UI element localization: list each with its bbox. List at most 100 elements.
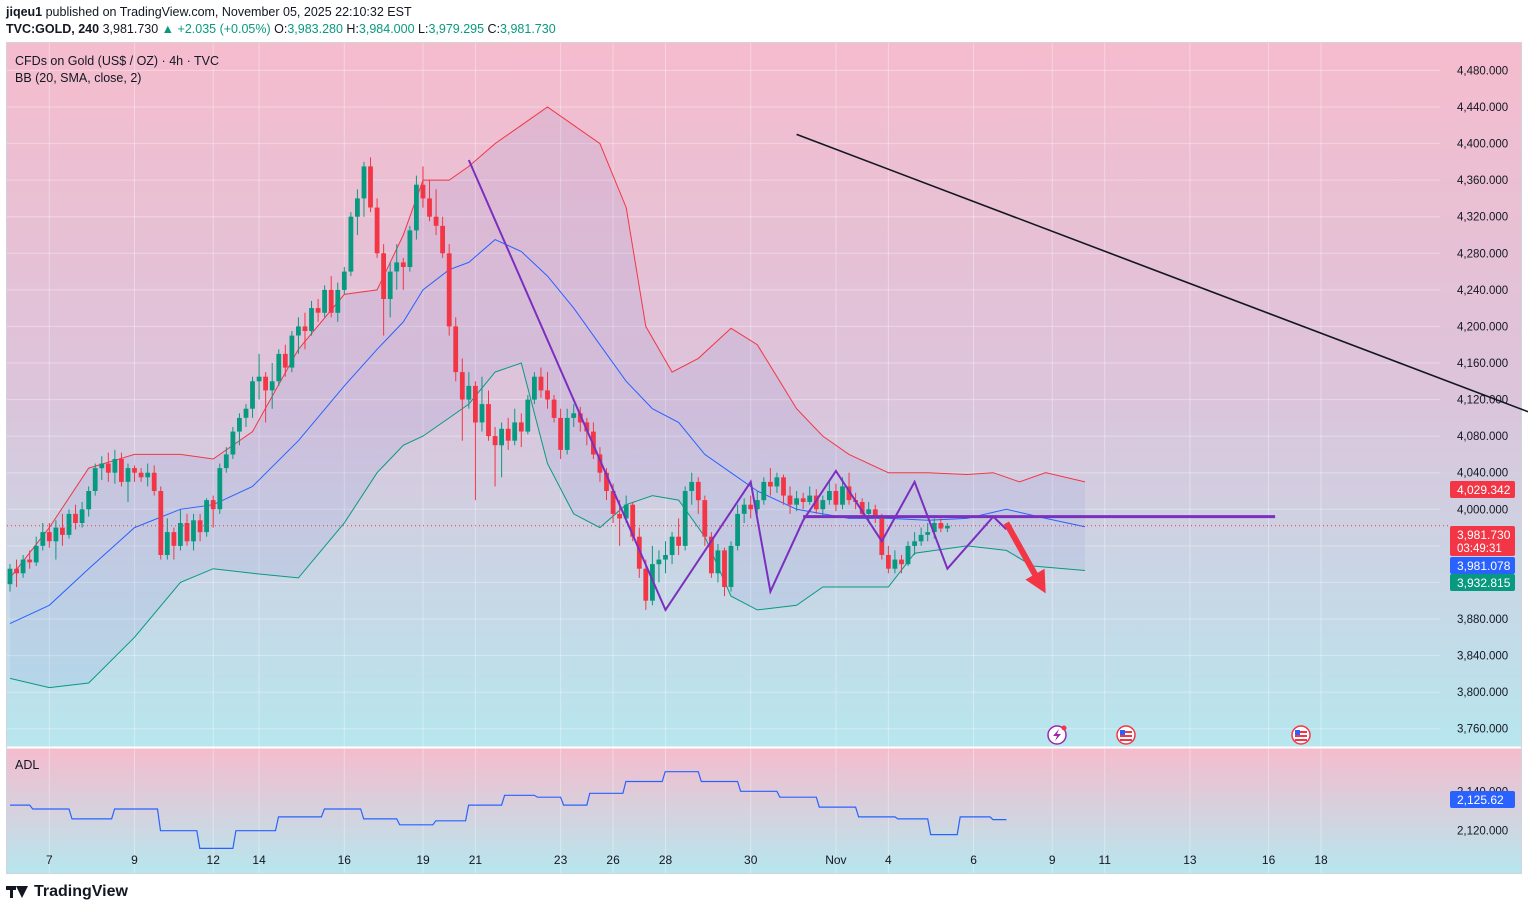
candle-body (459, 372, 465, 400)
candles (7, 157, 950, 610)
legend-indicator[interactable]: BB (20, SMA, close, 2) (15, 71, 141, 85)
time-tick-label: 16 (1262, 853, 1276, 867)
candle-body (886, 555, 891, 569)
publisher-name[interactable]: jiqeu1 (6, 5, 43, 19)
candle-body (33, 545, 39, 563)
time-tick-label: 11 (1098, 853, 1111, 867)
candle-body (512, 422, 518, 441)
candle-body (761, 481, 767, 501)
candle-body (230, 431, 236, 455)
time-tick-label: 13 (1183, 853, 1197, 867)
chart-frame[interactable] (6, 42, 1522, 874)
candle-body (99, 463, 105, 469)
candle-body (872, 509, 878, 519)
candle-body (905, 545, 911, 565)
candle-body (433, 216, 439, 226)
price-tick-label: 4,480.000 (1457, 65, 1508, 77)
close-label: C: (487, 22, 501, 36)
candle-body (164, 532, 170, 555)
us-flag-icon[interactable] (1116, 725, 1136, 745)
candle-body (243, 408, 249, 418)
candle-body (361, 166, 367, 199)
candle-body (768, 481, 773, 487)
candle-body (420, 184, 426, 199)
price-tick-label: 4,200.000 (1457, 321, 1508, 333)
candle-body (486, 404, 491, 437)
adl-line[interactable] (10, 771, 1007, 850)
candle-body (610, 491, 616, 514)
candle-body (702, 500, 708, 537)
trendline[interactable] (796, 133, 1528, 619)
price-tick-label: 4,040.000 (1457, 468, 1508, 480)
candle-body (499, 428, 504, 446)
candle-body (73, 513, 78, 523)
candle-body (833, 491, 839, 505)
candle-body (138, 472, 144, 478)
candle-body (492, 436, 498, 446)
publish-text: published on TradingView.com, November 0… (45, 5, 412, 19)
us-flag-icon[interactable] (1291, 725, 1311, 745)
candle-body (879, 518, 885, 555)
close-value: 3,981.730 (500, 22, 556, 36)
candle-body (256, 376, 262, 382)
time-tick-label: 7 (46, 853, 53, 867)
candle-body (387, 271, 393, 299)
candle-body (204, 500, 209, 533)
time-tick-label: 14 (252, 853, 266, 867)
candle-body (151, 472, 157, 491)
candle-body (859, 502, 865, 514)
candle-body (820, 500, 826, 510)
price-tick-label: 4,240.000 (1457, 285, 1508, 297)
low-value: 3,979.295 (428, 22, 485, 36)
last-price-text: 3,981.730 (102, 22, 159, 36)
time-axis[interactable]: 7 9 12 14 16 19 21 23 26 28 30 Nov 4 6 9 11 13 16 18 (46, 853, 1328, 867)
last-price-value: 3,981.730 (1457, 528, 1511, 542)
candle-body (505, 428, 511, 441)
candle-body (197, 520, 203, 533)
candle-body (263, 376, 268, 391)
candle-body (938, 523, 944, 529)
candle-body (682, 491, 688, 546)
bb-lower-band[interactable] (9, 362, 1086, 689)
price-tick-label: 4,080.000 (1457, 431, 1508, 443)
candle-body (46, 532, 52, 542)
candle-body (577, 413, 583, 423)
tradingview-logo[interactable]: TradingView (6, 883, 128, 901)
candle-body (79, 509, 85, 523)
basis-value: 3,981.078 (1457, 559, 1511, 573)
candle-body (282, 353, 288, 368)
time-tick-label: 30 (744, 853, 758, 867)
candle-body (656, 559, 662, 565)
candle-body (446, 253, 452, 327)
candle-body (866, 509, 872, 514)
candle-body (27, 559, 33, 563)
time-tick-label: 16 (338, 853, 352, 867)
zigzag-pattern[interactable] (467, 159, 1008, 612)
adl-pane-background (7, 748, 1521, 873)
candle-body (663, 555, 668, 560)
price-tick-label: 4,320.000 (1457, 212, 1508, 224)
candle-body (315, 308, 321, 313)
price-tick-label: 4,280.000 (1457, 248, 1508, 260)
candle-body (335, 289, 341, 313)
projection-arrow-icon[interactable] (1003, 521, 1046, 594)
candle-body (296, 326, 301, 336)
candle-body (840, 486, 845, 505)
change-up-icon: ▲ (161, 22, 175, 36)
candle-body (158, 491, 164, 555)
symbol-label: TVC:GOLD, 240 (6, 22, 100, 36)
legend-title[interactable]: CFDs on Gold (US$ / OZ) · 4h · TVC (15, 54, 219, 68)
price-tick-label: 4,440.000 (1457, 102, 1508, 114)
adl-legend[interactable]: ADL (15, 758, 39, 772)
candle-body (191, 520, 196, 542)
candle-body (728, 545, 734, 587)
candle-body (479, 404, 485, 423)
candle-body (709, 536, 714, 574)
candle-body (538, 376, 544, 391)
events-icon[interactable] (1047, 725, 1067, 745)
candle-body (125, 468, 131, 482)
candle-body (132, 468, 137, 473)
adl-tick-label: 2,120.000 (1457, 826, 1508, 838)
price-tick-label: 4,400.000 (1457, 139, 1508, 151)
